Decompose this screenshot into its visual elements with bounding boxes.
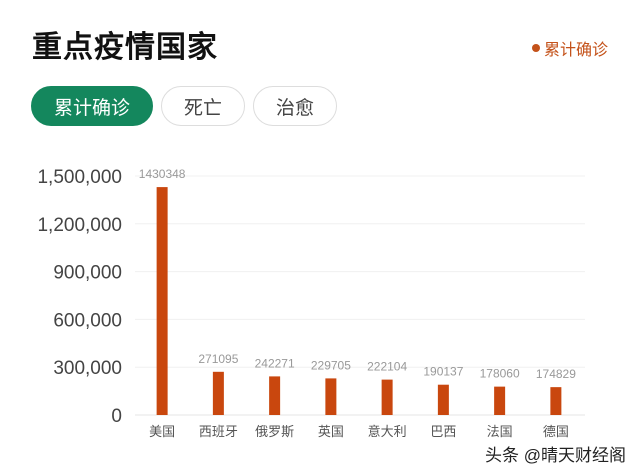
- x-tick-label: 俄罗斯: [255, 424, 294, 439]
- bar: [325, 378, 337, 415]
- legend-label: 累计确诊: [543, 42, 608, 59]
- legend-dot-icon: [531, 44, 540, 52]
- tab-recovered[interactable]: 治愈: [253, 86, 338, 126]
- y-tick-label: 300,000: [53, 358, 122, 379]
- watermark: 头条 @晴天财经阁: [485, 446, 626, 465]
- page-title: 重点疫情国家: [32, 31, 218, 64]
- data-label: 242271: [255, 356, 295, 370]
- data-label: 174829: [536, 367, 576, 381]
- bar: [212, 371, 224, 415]
- x-tick-label: 意大利: [368, 424, 407, 439]
- y-tick-label: 600,000: [53, 310, 122, 331]
- y-tick-label: 0: [111, 406, 122, 427]
- x-tick-label: 巴西: [430, 424, 456, 439]
- data-label: 222104: [367, 360, 407, 374]
- chart-legend: 累计确诊: [531, 36, 608, 60]
- data-label: 190137: [423, 365, 463, 379]
- data-label: 1430348: [139, 167, 186, 181]
- data-label: 178060: [480, 367, 520, 381]
- bar: [269, 376, 281, 415]
- bar: [437, 384, 449, 415]
- tab-confirmed[interactable]: 累计确诊: [31, 86, 154, 126]
- x-tick-label: 德国: [543, 424, 569, 439]
- y-tick-label: 1,500,000: [37, 167, 122, 188]
- bar: [156, 187, 168, 415]
- data-label: 229705: [311, 358, 351, 372]
- data-label: 271095: [198, 352, 238, 366]
- x-tick-label: 西班牙: [199, 424, 238, 439]
- x-tick-label: 美国: [149, 424, 175, 439]
- x-tick-label: 英国: [318, 424, 344, 439]
- x-tick-label: 法国: [487, 424, 513, 439]
- bar: [494, 386, 506, 415]
- bar: [550, 387, 562, 415]
- tab-bar: 累计确诊 死亡 治愈: [31, 86, 338, 126]
- y-tick-label: 900,000: [53, 263, 122, 284]
- y-tick-label: 1,200,000: [37, 215, 122, 236]
- bar: [381, 379, 393, 415]
- tab-deaths[interactable]: 死亡: [161, 86, 246, 126]
